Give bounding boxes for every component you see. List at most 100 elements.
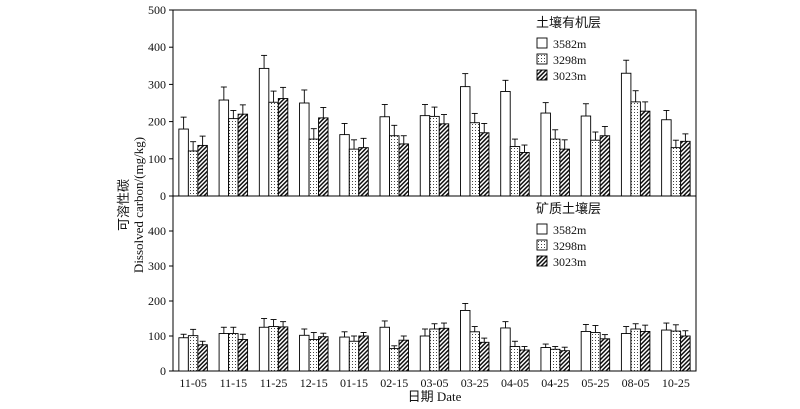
- y-tick-label: 500: [148, 3, 166, 17]
- bar: [549, 348, 561, 372]
- bar: [479, 132, 490, 197]
- bar: [429, 328, 440, 372]
- y-tick-label: 200: [148, 294, 166, 308]
- legend-swatch: [536, 37, 548, 49]
- bar: [559, 350, 570, 372]
- x-tick-label: 11-25: [260, 376, 288, 390]
- bar: [661, 329, 672, 372]
- bar: [500, 91, 511, 197]
- bar: [639, 331, 651, 372]
- bar: [379, 326, 390, 372]
- legend-swatch: [536, 53, 548, 65]
- bar: [509, 146, 521, 197]
- bar: [318, 336, 329, 372]
- bar: [299, 102, 310, 197]
- bar: [460, 310, 471, 372]
- y-tick-label: 100: [148, 329, 166, 343]
- legend-swatch: [536, 239, 548, 251]
- x-axis-title: 日期 Date: [408, 389, 462, 404]
- bar: [599, 338, 611, 372]
- chart-panel-2: 0 100 200 300 400 11-05 11-15 11-25 12-15 01-15 02…: [148, 195, 697, 390]
- bar: [379, 116, 390, 197]
- bar: [268, 326, 279, 372]
- legend-label: 3582m: [553, 223, 587, 237]
- x-tick-label: 10-25: [662, 376, 690, 390]
- y-tick-label: 100: [148, 152, 166, 166]
- bar: [549, 138, 561, 197]
- bar: [358, 335, 369, 372]
- y-tick-label: 400: [148, 40, 166, 54]
- bar: [348, 148, 360, 197]
- bar: [661, 119, 672, 197]
- x-tick-label: 12-15: [300, 376, 328, 390]
- x-tick-label: 03-25: [461, 376, 489, 390]
- x-tick-label: 04-25: [541, 376, 569, 390]
- bar: [339, 336, 350, 372]
- bar: [590, 332, 601, 372]
- bar: [419, 115, 431, 197]
- bar: [197, 144, 208, 197]
- x-tick-label: 03-05: [421, 376, 449, 390]
- bar: [228, 333, 239, 372]
- bar: [680, 140, 691, 197]
- legend-swatch: [536, 223, 548, 235]
- bar: [469, 122, 480, 197]
- bar: [178, 337, 189, 372]
- bar: [358, 147, 369, 197]
- x-tick-label: 04-05: [501, 376, 529, 390]
- y-axis-title-group: 可溶性碳 Dissolved carbon/(mg/kg): [116, 137, 146, 273]
- bar: [389, 348, 400, 372]
- bar: [277, 98, 289, 197]
- bar: [540, 112, 551, 197]
- bar: [187, 150, 199, 197]
- legend-swatch: [536, 69, 548, 81]
- bar: [438, 123, 450, 197]
- legend-label: 3023m: [553, 69, 587, 83]
- bar: [429, 115, 440, 197]
- bar: [258, 67, 270, 197]
- bar: [620, 72, 632, 197]
- bar: [540, 347, 551, 372]
- bar: [308, 138, 320, 197]
- bar: [187, 335, 199, 372]
- bar: [479, 341, 490, 372]
- bar: [299, 334, 310, 372]
- legend-label: 3023m: [553, 255, 587, 269]
- x-tick-label: 11-15: [220, 376, 248, 390]
- legend-title: 土壤有机层: [536, 15, 601, 30]
- bar: [197, 344, 208, 372]
- legend-label: 3298m: [553, 239, 587, 253]
- legend-label: 3298m: [553, 53, 587, 67]
- bar: [438, 327, 450, 372]
- bar: [237, 113, 249, 197]
- bar: [680, 335, 691, 372]
- bar: [218, 333, 230, 372]
- y-axis-title-cn: 可溶性碳: [116, 179, 131, 231]
- bar: [218, 99, 230, 197]
- y-tick-label: 0: [160, 189, 166, 203]
- legend-swatch: [536, 255, 548, 267]
- bar: [348, 340, 360, 372]
- bar: [258, 326, 270, 372]
- bar: [630, 101, 641, 197]
- y-tick-label: 0: [160, 364, 166, 378]
- bar: [228, 118, 239, 197]
- bar: [509, 346, 521, 372]
- bar: [670, 147, 682, 197]
- bar: [500, 327, 511, 372]
- x-tick-label: 05-25: [581, 376, 609, 390]
- bar: [519, 349, 530, 372]
- bar: [268, 101, 279, 197]
- bar: [670, 330, 682, 372]
- x-tick-label: 11-05: [179, 376, 207, 390]
- bar: [318, 117, 329, 197]
- bar: [519, 152, 530, 197]
- bar: [580, 115, 592, 197]
- y-tick-label: 400: [148, 224, 166, 238]
- x-tick-label: 08-05: [622, 376, 650, 390]
- bar: [469, 331, 480, 372]
- bar: [580, 331, 592, 372]
- bar: [599, 135, 611, 197]
